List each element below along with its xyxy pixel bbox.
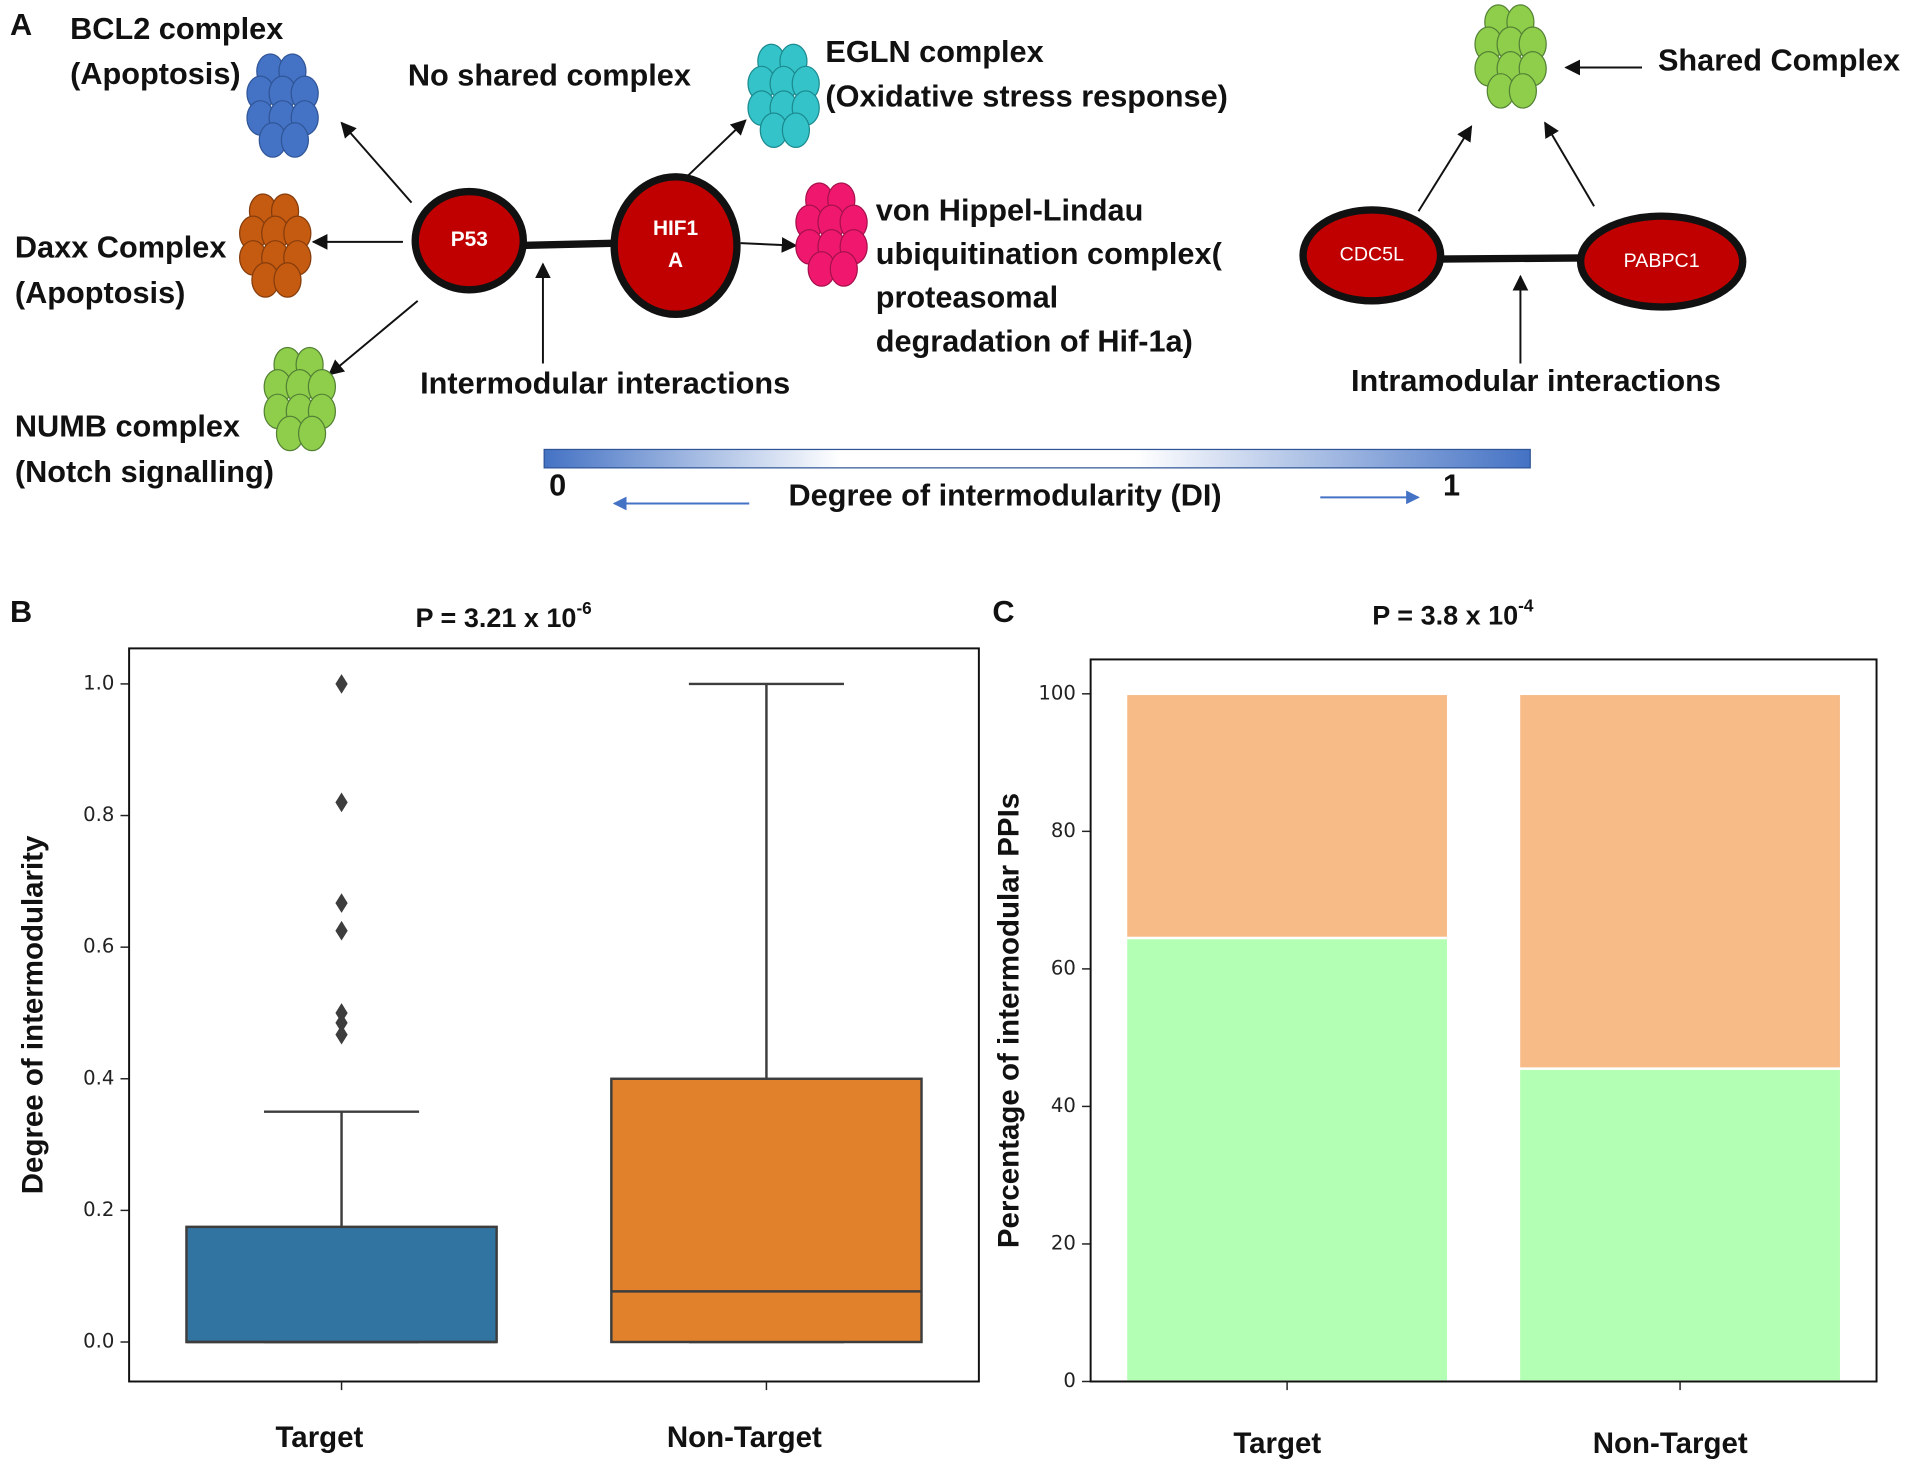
- diagram-label: NUMB complex: [15, 409, 240, 444]
- bar-segment: [1124, 692, 1450, 940]
- protein: [297, 415, 327, 452]
- panel-label: C: [992, 594, 1014, 629]
- diagram-label: Shared Complex: [1658, 43, 1900, 78]
- diagram-label: von Hippel-Lindau: [876, 193, 1144, 228]
- diagram-label: BCL2 complex: [70, 11, 283, 46]
- protein-node: [1576, 212, 1747, 311]
- title-text: P = 3.8 x 10: [1372, 601, 1518, 631]
- outlier: [335, 1013, 348, 1033]
- y-axis-label: Percentage of intermodular PPIs: [993, 793, 1026, 1248]
- diagram-label: (Apoptosis): [70, 56, 240, 91]
- x-tick-label: Non-Target: [1593, 1427, 1748, 1460]
- bar-segment: [1517, 1067, 1843, 1383]
- protein-node: [610, 173, 741, 319]
- arrow: [1417, 125, 1473, 212]
- x-tick-label: Non-Target: [667, 1421, 822, 1454]
- diagram-label: (Notch signalling): [15, 454, 274, 489]
- y-tick-label: 0.2: [83, 1198, 114, 1221]
- protein: [273, 262, 302, 298]
- box: [185, 1225, 498, 1344]
- arrow: [1544, 121, 1595, 207]
- edge: [515, 239, 617, 250]
- title-exponent: -4: [1518, 595, 1534, 615]
- protein: [1508, 73, 1538, 109]
- outlier: [335, 1024, 348, 1045]
- panel-label: A: [10, 7, 32, 42]
- protein: [280, 122, 310, 158]
- arrow: [340, 121, 413, 204]
- diagram-label: Intermodular interactions: [420, 366, 790, 401]
- diagram-label: (Apoptosis): [15, 275, 185, 310]
- y-tick-label: 0.6: [83, 935, 114, 958]
- y-tick-label: 0.4: [83, 1066, 114, 1089]
- scale-label: Degree of intermodularity (DI): [789, 477, 1222, 512]
- title-exponent: -6: [576, 598, 591, 618]
- box: [610, 1077, 923, 1344]
- protein: [781, 112, 811, 148]
- diagram-label: degradation of Hif-1a): [876, 323, 1193, 358]
- bar-segment: [1517, 692, 1843, 1070]
- di-scale-bar: [543, 448, 1531, 469]
- outlier: [335, 792, 348, 813]
- scale-min: 0: [549, 468, 566, 503]
- y-tick-label: 20: [1051, 1231, 1076, 1254]
- y-tick-label: 0: [1063, 1369, 1076, 1392]
- title-text: P = 3.21 x 10: [416, 603, 577, 633]
- diagram-label: Daxx Complex: [15, 229, 227, 264]
- node-label: P53: [451, 228, 488, 251]
- panel-label: B: [10, 594, 32, 629]
- node-label: HIF1: [653, 217, 699, 240]
- arrow: [683, 119, 747, 180]
- node-label: A: [668, 249, 683, 272]
- bar-segment: [1124, 936, 1450, 1383]
- diagram-label: proteasomal: [876, 280, 1058, 315]
- diagram-label: ubiquitination complex(: [876, 236, 1223, 271]
- diagram-label: EGLN complex: [825, 34, 1043, 69]
- arrow: [328, 300, 419, 376]
- y-tick-label: 60: [1051, 956, 1076, 979]
- outlier: [335, 674, 348, 694]
- y-tick-label: 1.0: [83, 671, 114, 694]
- outlier: [335, 893, 348, 913]
- y-axis-label: Degree of intermodularity: [16, 835, 49, 1194]
- protein-node: [411, 187, 527, 294]
- x-tick-label: Target: [1233, 1427, 1321, 1460]
- y-tick-label: 0.0: [83, 1330, 114, 1353]
- edge: [1436, 254, 1585, 263]
- arrows: [311, 59, 1642, 376]
- diagram-label: No shared complex: [408, 57, 691, 92]
- node-label: PABPC1: [1624, 250, 1700, 272]
- diagram-label: (Oxidative stress response): [825, 78, 1228, 113]
- scale-max: 1: [1443, 468, 1460, 503]
- plot-frame: [1089, 658, 1878, 1383]
- chart-title: P = 3.8 x 10-4: [1372, 595, 1534, 631]
- protein-node: [1299, 206, 1445, 305]
- protein: [829, 251, 858, 287]
- outlier: [335, 920, 348, 941]
- y-tick-label: 100: [1038, 681, 1075, 704]
- node-label: CDC5L: [1340, 244, 1404, 266]
- x-tick-label: Target: [276, 1421, 364, 1454]
- y-tick-label: 0.8: [83, 803, 114, 826]
- chart-title: P = 3.21 x 10-6: [416, 598, 592, 634]
- diagram-label: Intramodular interactions: [1351, 363, 1721, 398]
- plot-frame: [128, 647, 980, 1383]
- outlier: [335, 1003, 348, 1023]
- y-tick-label: 40: [1051, 1094, 1076, 1117]
- arrow: [740, 237, 798, 253]
- y-tick-label: 80: [1051, 819, 1076, 842]
